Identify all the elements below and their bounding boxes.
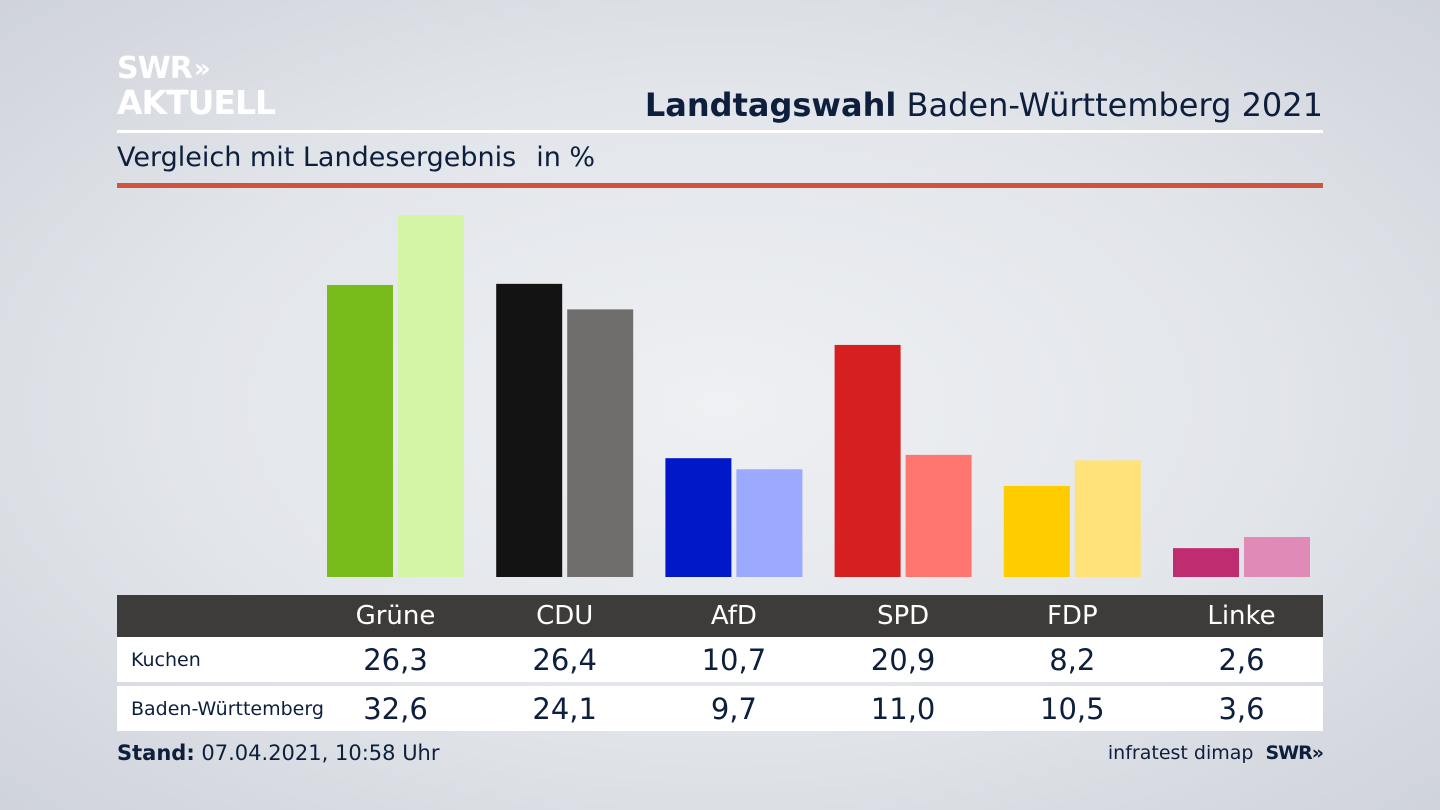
bar-cdu-kuchen (496, 283, 563, 577)
value-cdu-bw: 24,1 (532, 691, 597, 726)
swr-brand-logo: SWR» (1265, 742, 1324, 764)
tick-label-linke: Linke (1207, 601, 1276, 631)
subtitle-unit: in % (536, 142, 596, 173)
swr-aktuell-logo: SWR» AKTUELL (117, 51, 276, 122)
value-spd-bw: 11,0 (870, 691, 936, 726)
value-spd-kuchen: 20,9 (870, 642, 936, 677)
value-linke-kuchen: 2,6 (1218, 642, 1265, 677)
value-gr-ne-kuchen: 26,3 (363, 642, 428, 677)
tick-label-cdu: CDU (536, 601, 594, 631)
tick-label-gr-ne: Grüne (355, 601, 436, 631)
value-afd-bw: 9,7 (710, 691, 757, 726)
source-text: infratest dimap (1107, 742, 1254, 764)
value-fdp-kuchen: 8,2 (1049, 642, 1096, 677)
bar-gr-ne-bw (398, 215, 464, 577)
table-row-bw: Baden-Württemberg 32,6 24,1 9,7 11,0 10,5 3,6 (117, 686, 1323, 731)
timestamp: Stand: 07.04.2021, 10:58 Uhr (117, 741, 440, 765)
bar-spd-bw (905, 454, 972, 577)
row-label-bw: Baden-Württemberg (131, 697, 324, 720)
value-cdu-kuchen: 26,4 (532, 642, 597, 677)
stand-value: 07.04.2021, 10:58 Uhr (201, 741, 440, 765)
value-linke-bw: 3,6 (1218, 691, 1265, 726)
value-gr-ne-bw: 32,6 (363, 691, 428, 726)
bar-fdp-bw (1074, 460, 1141, 577)
title-bold: Landtagswahl (644, 86, 897, 124)
stand-label: Stand: (117, 741, 195, 765)
tick-label-afd: AfD (710, 601, 757, 631)
value-afd-kuchen: 10,7 (701, 642, 767, 677)
bar-afd-bw (736, 469, 803, 577)
bar-afd-kuchen (665, 458, 732, 577)
bar-gr-ne-kuchen (327, 284, 393, 577)
page-title: Landtagswahl Baden-Württemberg 2021 (645, 86, 1323, 124)
value-fdp-bw: 10,5 (1040, 691, 1105, 726)
row-label-kuchen: Kuchen (131, 648, 201, 671)
table-header-row: Grüne CDU AfD SPD FDP Linke (117, 595, 1323, 637)
tick-label-spd: SPD (876, 601, 930, 631)
bar-spd-kuchen (834, 344, 901, 577)
logo-swr-text: SWR (117, 51, 193, 86)
results-table: Grüne CDU AfD SPD FDP Linke Kuchen 26,3 26,4 10… (117, 595, 1323, 731)
title-rest: Baden-Württemberg 2021 (906, 86, 1324, 124)
bar-cdu-bw (567, 309, 634, 577)
bar-fdp-kuchen (1003, 485, 1070, 577)
chart-subtitle: Vergleich mit Landesergebnis in % (117, 142, 595, 173)
bar-linke-bw (1244, 537, 1310, 577)
accent-divider (117, 183, 1323, 188)
logo-aktuell-text: AKTUELL (117, 83, 276, 122)
subtitle-text: Vergleich mit Landesergebnis (117, 142, 517, 173)
bar-linke-kuchen (1173, 548, 1239, 577)
tick-label-fdp: FDP (1046, 601, 1098, 631)
table-row-kuchen: Kuchen 26,3 26,4 10,7 20,9 8,2 2,6 (117, 637, 1323, 682)
title-divider (117, 130, 1323, 133)
bar-chart (327, 215, 1310, 577)
source-credit: infratest dimap SWR» (1107, 742, 1324, 764)
